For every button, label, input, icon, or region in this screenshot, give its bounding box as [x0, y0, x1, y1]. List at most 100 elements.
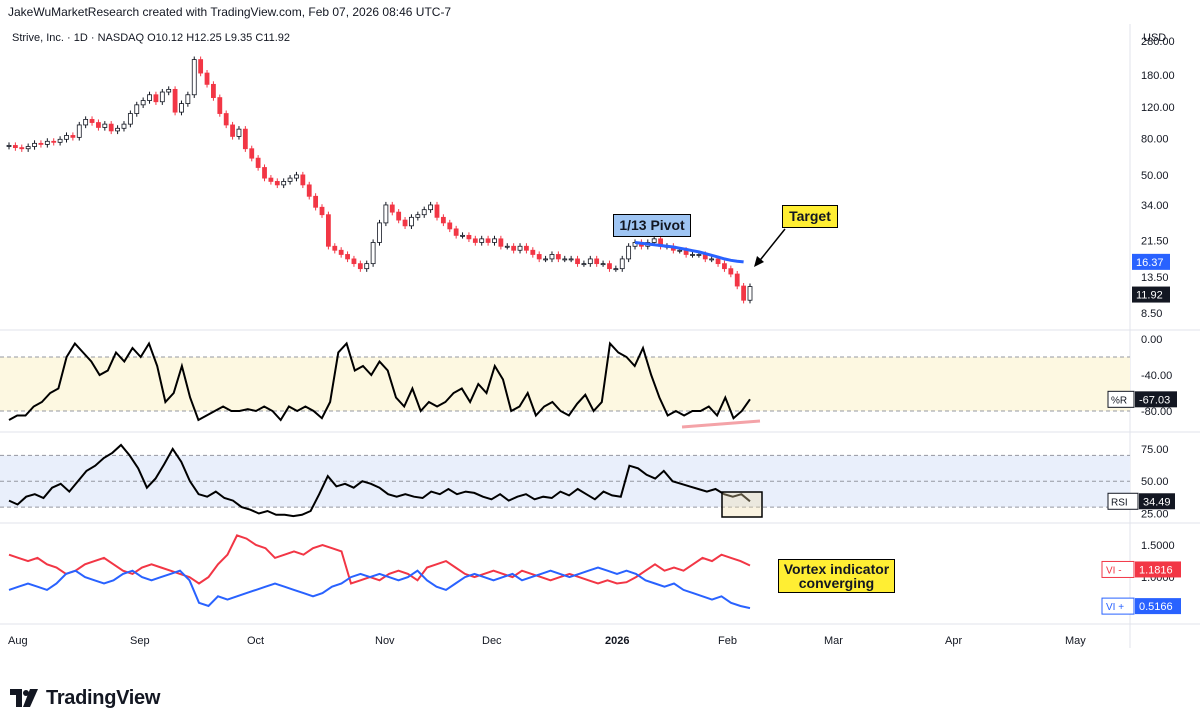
candle-body [325, 214, 331, 247]
time-tick-label: Mar [824, 635, 843, 647]
candle-body [504, 245, 510, 248]
candle [402, 217, 408, 230]
candle [728, 265, 734, 278]
candle-body [38, 142, 44, 145]
candle [338, 247, 344, 258]
candle [153, 91, 159, 105]
chart-area[interactable]: Strive, Inc. · 1D · NASDAQ O10.12 H12.25… [0, 24, 1200, 672]
candle-body [690, 254, 695, 256]
candle [127, 110, 133, 128]
symbol-name: Strive, Inc. · 1D · NASDAQ O10.12 H12.25… [12, 32, 290, 44]
pivot-annotation[interactable]: 1/13 Pivot [613, 214, 691, 237]
candle-body [211, 83, 216, 98]
last-close-badge [1132, 286, 1170, 303]
candle-body [6, 145, 12, 147]
candle [191, 56, 197, 98]
candle-body [460, 234, 465, 237]
header-bar: JakeWuMarketResearch created with Tradin… [0, 0, 1200, 24]
candle-body [191, 59, 197, 96]
candle-body [747, 286, 753, 301]
candle [211, 81, 216, 101]
price-tick-label: 50.00 [1141, 170, 1169, 182]
time-tick-label: Apr [945, 635, 962, 647]
wr-tick-label: -40.00 [1141, 370, 1172, 382]
candle [236, 126, 242, 140]
candle [364, 260, 370, 272]
candle-body [383, 204, 389, 224]
vi-minus-name-badge [1101, 560, 1135, 578]
candle [479, 235, 485, 246]
candle [172, 86, 178, 116]
candle [345, 251, 350, 263]
candle [268, 175, 274, 185]
candle-body [741, 285, 747, 301]
chart-background [0, 24, 1200, 672]
target-annotation[interactable]: Target [782, 205, 838, 228]
candle-body [485, 238, 491, 243]
candle-body [696, 254, 702, 256]
candle [434, 201, 440, 221]
candle [568, 255, 574, 263]
candle-body [306, 184, 312, 197]
candle [587, 255, 593, 267]
candle-body [549, 254, 555, 260]
candle-body [166, 88, 172, 93]
candle [25, 143, 31, 152]
candle [179, 100, 184, 116]
candle-body [255, 157, 261, 168]
candle [306, 181, 312, 200]
candle [453, 225, 459, 239]
candle-body [492, 238, 497, 243]
candle [741, 282, 747, 304]
candle [498, 235, 504, 250]
candle [287, 175, 293, 185]
candle [12, 142, 18, 151]
candle-body [440, 216, 446, 224]
candle-body [472, 238, 478, 243]
candle [409, 214, 414, 230]
price-tick-label: 80.00 [1141, 133, 1169, 145]
candle-body [511, 245, 517, 251]
candle-body [517, 245, 523, 251]
candle [722, 260, 727, 272]
candle [530, 247, 536, 258]
candle [102, 121, 108, 131]
candle [351, 255, 357, 267]
candle [690, 251, 695, 258]
candle-body [530, 249, 536, 255]
candle-body [466, 234, 472, 240]
candle-body [223, 113, 229, 126]
price-tick-label: 13.50 [1141, 272, 1169, 284]
candle-body [70, 135, 76, 138]
candle [274, 178, 280, 189]
ma-value-badge [1132, 253, 1170, 270]
candle-body [172, 88, 178, 113]
candle-body [121, 123, 127, 129]
candle [134, 101, 140, 117]
candle-body [12, 145, 18, 149]
candle-body [236, 128, 242, 137]
candle-body [217, 97, 223, 114]
candle-body [134, 104, 140, 114]
candle-body [709, 258, 715, 261]
candle-body [274, 181, 280, 186]
time-tick-label: Sep [130, 635, 150, 647]
candle-body [51, 140, 57, 143]
candle [147, 91, 152, 104]
candle-body [409, 216, 414, 227]
tradingview-logo[interactable]: TradingView [10, 686, 160, 710]
candle-body [19, 147, 25, 150]
candle [600, 260, 606, 267]
support-trendline [681, 419, 761, 429]
candle-body [428, 204, 434, 211]
candle [460, 232, 465, 239]
rsi-tick-label: 25.00 [1141, 509, 1169, 521]
candle [57, 136, 63, 146]
candle-body [613, 268, 619, 271]
vi-plus-value-text: 0.5166 [1139, 601, 1173, 613]
candle-body [607, 263, 612, 270]
vi-plus-name-text: VI + [1106, 602, 1124, 613]
vortex-annotation[interactable]: Vortex indicator converging [778, 559, 895, 593]
candle-body [568, 258, 574, 261]
tradingview-wordmark: TradingView [46, 686, 161, 709]
